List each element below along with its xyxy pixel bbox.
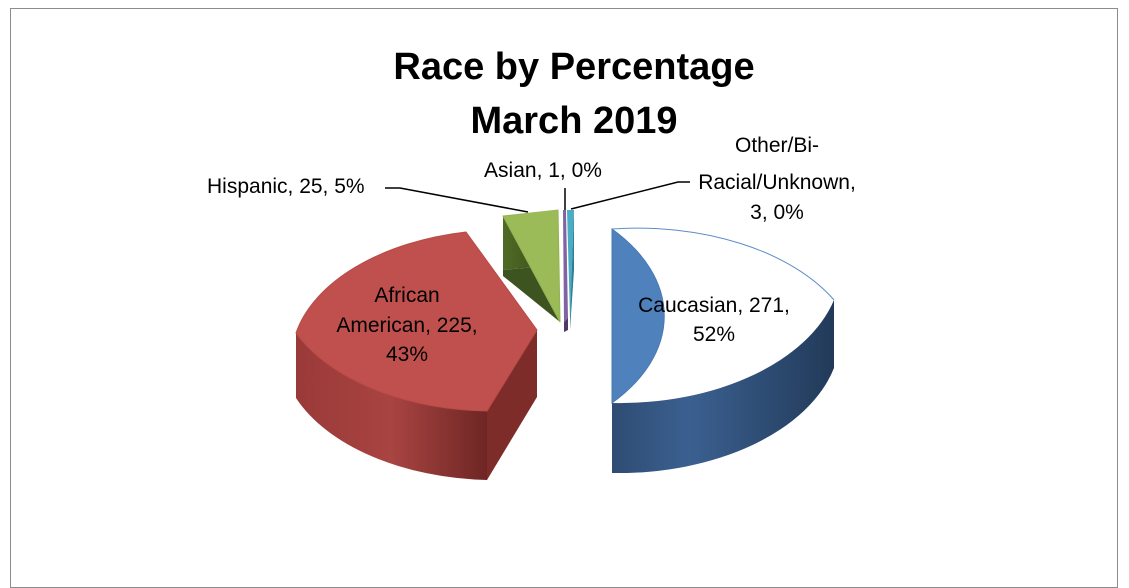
chart-title: Race by Percentage [393, 46, 754, 88]
slice-caucasian [611, 227, 835, 474]
chart-subtitle: March 2019 [470, 100, 677, 142]
label-caucasian-line-2: 52% [693, 323, 735, 346]
label-hispanic: Hispanic, 25, 5% [207, 175, 365, 198]
label-asian: Asian, 1, 0% [484, 159, 602, 182]
slice-african-american [295, 231, 538, 480]
leader-line-other [570, 181, 690, 210]
label-african-american-line-3: 43% [386, 343, 428, 366]
leader-line-hispanic [385, 187, 529, 213]
label-african-american-line-2: American, 225, [336, 314, 477, 337]
slice-other [567, 210, 574, 330]
pie-chart: Race by Percentage March 2019 Caucasian,… [207, 46, 856, 480]
label-african-american: African American, 225, 43% [336, 284, 477, 366]
label-other-line-3: 3, 0% [750, 201, 804, 224]
label-caucasian: Caucasian, 271, 52% [638, 294, 790, 346]
label-african-american-line-1: African [374, 284, 439, 307]
label-other-line-1: Other/Bi- [735, 134, 819, 157]
label-hispanic-line-1: Hispanic, 25, 5% [207, 175, 365, 198]
label-caucasian-line-1: Caucasian, 271, [638, 294, 790, 317]
label-asian-line-1: Asian, 1, 0% [484, 159, 602, 182]
label-other: Other/Bi- Racial/Unknown, 3, 0% [698, 134, 856, 224]
slice-hispanic [502, 209, 561, 323]
slice-asian [563, 210, 568, 332]
label-other-line-2: Racial/Unknown, [698, 171, 856, 194]
